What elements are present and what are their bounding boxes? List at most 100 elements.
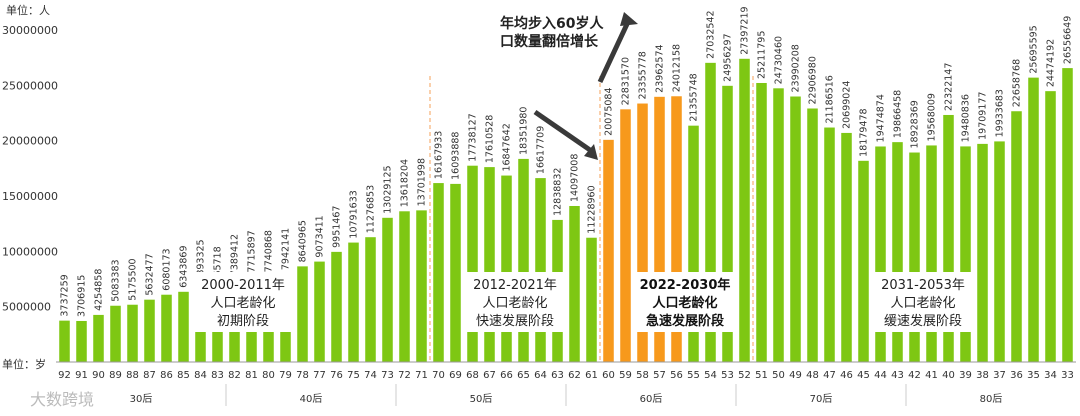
bar <box>144 299 155 362</box>
phase-label-line: 缓速发展阶段 <box>884 313 962 329</box>
bar-value-label: 21355748 <box>689 73 700 121</box>
bar <box>960 146 971 362</box>
x-tick-label: 43 <box>891 370 904 381</box>
x-tick-label: 60 <box>602 370 615 381</box>
phase-label-line: 初期阶段 <box>217 314 269 329</box>
bar-value-label: 26556649 <box>1063 16 1074 64</box>
x-tick-label: 54 <box>704 370 717 381</box>
x-tick-label: 53 <box>721 370 734 381</box>
bar <box>161 294 172 362</box>
x-tick-label: 78 <box>296 370 309 381</box>
bar-value-label: 14097008 <box>570 154 581 202</box>
annotation-line2: 口数量翻倍增长 <box>500 33 599 50</box>
bar-value-label: 19866458 <box>893 90 904 138</box>
x-axis: 92 91 90 89 88 87 86 85 84 83 82 81 80 79 78 77 76 75 74 73… <box>56 361 1076 406</box>
phase-label-line: 人口老龄化 <box>210 296 275 311</box>
bar-value-label: 20699024 <box>842 81 853 129</box>
x-tick-label: 62 <box>568 370 581 381</box>
bar <box>994 141 1005 362</box>
phase-label-line: 2012-2021年 <box>473 278 557 293</box>
bar <box>739 58 750 363</box>
bar-value-label: 18179478 <box>859 108 870 156</box>
bar-value-label: 6893325 <box>196 239 207 281</box>
x-tick-label: 86 <box>160 370 173 381</box>
x-tick-label: 72 <box>398 370 411 381</box>
unit-label: 单位：人 <box>6 3 50 17</box>
bar-value-label: 23355778 <box>638 51 649 99</box>
bar-value-label: 23962574 <box>655 44 666 92</box>
annotation-line1: 年均步入60岁人 <box>500 15 604 32</box>
phase-dividers <box>429 76 754 362</box>
x-tick-label: 45 <box>857 370 870 381</box>
bar <box>756 82 767 362</box>
bar <box>382 217 393 362</box>
bar <box>773 88 784 362</box>
x-tick-label: 35 <box>1027 370 1040 381</box>
bar-value-label: 19474874 <box>876 94 887 142</box>
x-tick-label: 61 <box>585 370 598 381</box>
x-tick-label: 64 <box>534 370 547 381</box>
phase-label-line: 急速发展阶段 <box>646 313 724 329</box>
x-group-label: 50后 <box>470 393 493 405</box>
phase-box <box>190 272 296 332</box>
x-tick-label: 66 <box>500 370 513 381</box>
bar-value-label: 12838832 <box>553 168 564 216</box>
bar <box>603 139 614 362</box>
bar <box>790 96 801 362</box>
x-tick-label: 73 <box>381 370 394 381</box>
bars <box>59 58 1073 363</box>
x-group-label: 80后 <box>980 393 1003 405</box>
y-tick-label: 5000000 <box>2 301 51 314</box>
bar <box>943 114 954 363</box>
x-group-label: 40后 <box>300 393 323 405</box>
up-arrowhead-icon <box>620 12 638 26</box>
bar-value-label: 22658768 <box>1012 59 1023 107</box>
bar <box>1045 91 1056 362</box>
x-group-label: 70后 <box>810 393 833 405</box>
x-group-label: 60后 <box>640 393 663 405</box>
phase-label-line: 人口老龄化 <box>482 296 547 311</box>
x-tick-label: 58 <box>636 370 649 381</box>
bar-value-label: 24730460 <box>774 36 785 84</box>
x-tick-label: 65 <box>517 370 530 381</box>
bar-value-label: 7740868 <box>264 230 275 272</box>
bar <box>620 109 631 362</box>
bar <box>892 142 903 362</box>
up-arrow-icon <box>597 20 631 84</box>
x-tick-label: 69 <box>449 370 462 381</box>
down-arrowhead-icon <box>584 144 598 160</box>
x-tick-label: 51 <box>755 370 768 381</box>
bar-value-label: 27032542 <box>706 10 717 58</box>
bar <box>501 175 512 362</box>
y-tick-label: 20000000 <box>2 135 58 148</box>
bar <box>76 320 87 362</box>
bar-value-label: 19568009 <box>927 93 938 141</box>
bar-value-label: 17610528 <box>485 115 496 163</box>
bar <box>1028 77 1039 363</box>
bar-value-label: 16847642 <box>502 123 513 171</box>
y-tick-label: 30000000 <box>2 24 58 37</box>
x-tick-label: 46 <box>840 370 853 381</box>
bar-value-label: 3706915 <box>77 275 88 317</box>
x-tick-label: 89 <box>109 370 122 381</box>
x-tick-label: 63 <box>551 370 564 381</box>
bar-value-label: 11228960 <box>587 185 598 233</box>
phase-label-line: 2000-2011年 <box>201 278 285 293</box>
x-tick-label: 76 <box>330 370 343 381</box>
bar <box>858 160 869 362</box>
bar-value-label: 6265718 <box>213 246 224 288</box>
x-tick-label: 83 <box>211 370 224 381</box>
x-tick-label: 42 <box>908 370 921 381</box>
y-tick-label: 10000000 <box>2 245 58 258</box>
bar <box>450 183 461 362</box>
x-tick-label: 56 <box>670 370 683 381</box>
watermark-text: 大数跨境 <box>30 390 94 409</box>
phase-label-line: 2022-2030年 <box>640 277 731 293</box>
x-tick-label: 77 <box>313 370 326 381</box>
bar <box>399 211 410 362</box>
bar-value-label: 5175500 <box>128 258 139 300</box>
bar-value-label: 3737259 <box>60 274 71 316</box>
x-tick-label: 50 <box>772 370 785 381</box>
bar-value-label: 10791633 <box>349 190 360 238</box>
